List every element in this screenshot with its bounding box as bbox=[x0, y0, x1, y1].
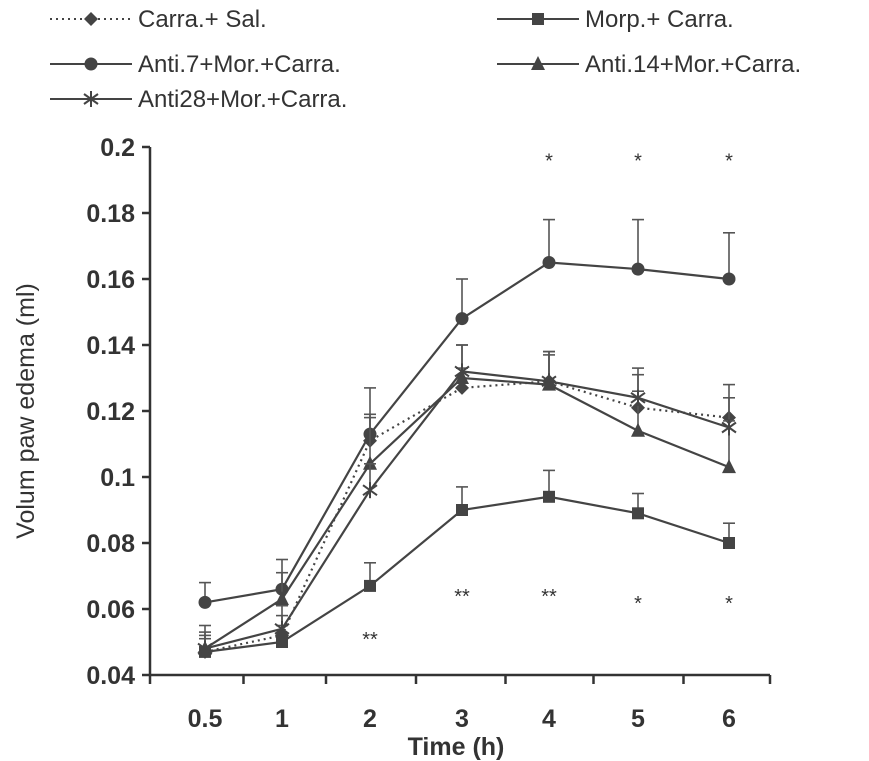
data-point bbox=[630, 389, 646, 406]
significance-label: * bbox=[634, 151, 642, 173]
data-point bbox=[531, 56, 545, 70]
legend-item: Anti.7+Mor.+Carra. bbox=[50, 51, 341, 78]
legend-item: Carra.+ Sal. bbox=[50, 6, 267, 33]
data-point bbox=[275, 591, 289, 606]
x-tick-label: 6 bbox=[722, 705, 736, 733]
asterisk-stroke bbox=[83, 93, 99, 105]
legend-label: Morp.+ Carra. bbox=[585, 6, 734, 33]
data-point bbox=[532, 13, 544, 25]
data-point bbox=[722, 459, 736, 474]
y-axis-title: Volum paw edema (ml) bbox=[12, 283, 40, 539]
data-point bbox=[542, 256, 556, 269]
asterisk-stroke bbox=[541, 375, 557, 388]
x-tick-label: 4 bbox=[542, 705, 556, 733]
plot-area bbox=[197, 218, 737, 659]
data-point bbox=[543, 490, 555, 503]
legend-label: Anti.14+Mor.+Carra. bbox=[585, 51, 801, 78]
data-point bbox=[363, 455, 377, 470]
asterisk-stroke bbox=[454, 365, 470, 378]
data-point bbox=[455, 312, 469, 326]
asterisk-stroke bbox=[274, 622, 290, 635]
y-ticks: 0.04 0.06 0.08 0.1 0.12 0.14 0.16 0.18 0.2 bbox=[86, 134, 150, 690]
x-ticks: 0.5 1 2 3 4 5 6 bbox=[148, 675, 772, 733]
annotations: * * ***** ** * * bbox=[362, 151, 733, 651]
data-point bbox=[362, 482, 378, 499]
legend-label: Anti.7+Mor.+Carra. bbox=[138, 51, 341, 78]
data-point bbox=[84, 57, 98, 71]
series-5 bbox=[197, 344, 737, 657]
asterisk-stroke bbox=[362, 484, 378, 497]
series-line bbox=[204, 261, 730, 604]
y-tick-label: 0.14 bbox=[86, 332, 135, 360]
asterisk-stroke bbox=[721, 421, 737, 434]
data-point bbox=[631, 262, 645, 276]
data-point bbox=[198, 595, 212, 609]
y-tick-label: 0.1 bbox=[100, 464, 135, 492]
asterisk-stroke bbox=[630, 391, 646, 404]
x-tick-label: 2 bbox=[363, 705, 377, 733]
x-axis-title: Time (h) bbox=[408, 733, 505, 761]
significance-label: * bbox=[634, 593, 642, 615]
data-point bbox=[632, 507, 644, 520]
significance-label: * bbox=[545, 151, 553, 173]
data-point bbox=[276, 636, 288, 648]
data-point bbox=[723, 537, 735, 549]
y-tick-label: 0.06 bbox=[86, 596, 135, 624]
legend-label: Carra.+ Sal. bbox=[138, 6, 267, 33]
asterisk-stroke bbox=[197, 642, 213, 655]
data-point bbox=[84, 12, 98, 26]
legend-item: Anti28+Mor.+Carra. bbox=[50, 86, 347, 113]
data-point bbox=[722, 272, 736, 286]
x-tick-label: 0.5 bbox=[188, 705, 223, 733]
significance-label: * bbox=[725, 593, 733, 615]
data-point bbox=[721, 419, 737, 436]
x-tick-label: 3 bbox=[455, 705, 469, 733]
significance-label: ** bbox=[541, 586, 557, 608]
legend-item: Anti.14+Mor.+Carra. bbox=[497, 51, 801, 78]
data-point bbox=[364, 579, 376, 592]
data-point bbox=[455, 380, 469, 395]
y-tick-label: 0.04 bbox=[86, 662, 135, 690]
significance-label: * bbox=[725, 151, 733, 173]
series-2 bbox=[199, 469, 735, 658]
y-tick-label: 0.2 bbox=[100, 134, 135, 162]
data-point bbox=[454, 363, 470, 380]
data-point bbox=[456, 504, 468, 516]
significance-label: ** bbox=[454, 586, 470, 608]
x-tick-label: 5 bbox=[631, 705, 645, 733]
data-point bbox=[197, 640, 213, 657]
y-tick-label: 0.16 bbox=[86, 266, 135, 294]
legend: Carra.+ Sal. Morp.+ Carra. Anti.7+Mor.+Car… bbox=[50, 6, 801, 113]
y-tick-label: 0.18 bbox=[86, 200, 135, 228]
data-point bbox=[541, 373, 557, 390]
significance-label: ** bbox=[362, 629, 378, 651]
legend-item: Morp.+ Carra. bbox=[497, 6, 734, 33]
data-point bbox=[83, 91, 99, 107]
y-tick-label: 0.08 bbox=[86, 530, 135, 558]
series-3 bbox=[198, 218, 736, 609]
data-point bbox=[631, 422, 645, 437]
legend-label: Anti28+Mor.+Carra. bbox=[138, 86, 347, 113]
y-tick-label: 0.12 bbox=[86, 398, 135, 426]
data-point bbox=[274, 620, 290, 637]
x-tick-label: 1 bbox=[275, 705, 289, 733]
